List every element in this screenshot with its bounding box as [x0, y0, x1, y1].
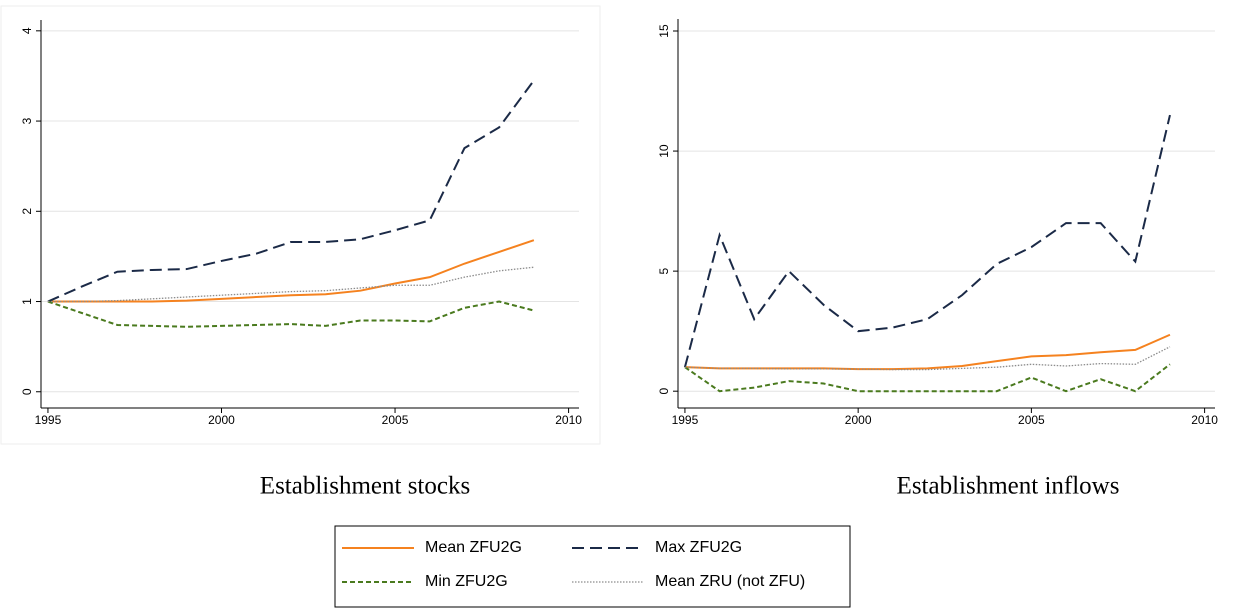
panel-frame [0, 5, 601, 445]
y-tick-label: 5 [657, 267, 671, 274]
y-tick-label: 2 [20, 208, 34, 215]
y-tick-label: 1 [20, 298, 34, 305]
legend-label: Max ZFU2G [655, 539, 742, 556]
x-tick-label: 1995 [672, 413, 699, 427]
series-line [684, 363, 1171, 393]
series-line [47, 266, 534, 303]
y-tick-label: 0 [20, 388, 34, 395]
x-tick-label: 2005 [1018, 413, 1045, 427]
y-tick-label: 4 [20, 27, 34, 34]
series-line [684, 346, 1171, 371]
legend-label: Min ZFU2G [425, 573, 508, 590]
x-tick-label: 2010 [1191, 413, 1218, 427]
chart-caption: Establishment inflows [897, 473, 1120, 500]
y-tick-label: 3 [20, 117, 34, 124]
series-line [47, 300, 535, 328]
series-line [47, 79, 535, 303]
y-tick-label: 15 [657, 24, 671, 38]
x-tick-label: 2010 [555, 413, 582, 427]
legend-label: Mean ZFU2G [425, 539, 522, 556]
legend-label: Mean ZRU (not ZFU) [655, 573, 805, 590]
x-tick-label: 2000 [845, 413, 872, 427]
series-line [47, 239, 535, 303]
series-line [683, 114, 1171, 368]
chart-caption: Establishment stocks [260, 473, 470, 500]
x-tick-label: 2005 [382, 413, 409, 427]
y-tick-label: 10 [657, 144, 671, 158]
x-tick-label: 1995 [35, 413, 62, 427]
x-tick-label: 2000 [208, 413, 235, 427]
y-tick-label: 0 [657, 388, 671, 395]
series-line [684, 333, 1171, 371]
legend-box [334, 525, 851, 608]
